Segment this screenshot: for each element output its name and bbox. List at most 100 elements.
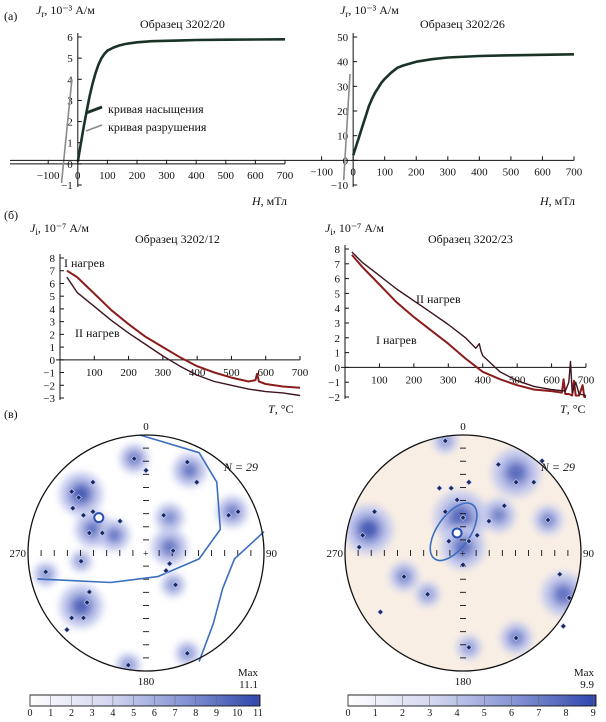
y-axis-label: Jr, 10⁻³ А/м xyxy=(36,3,95,19)
data-point xyxy=(530,478,538,486)
x-tick-label: 600 xyxy=(534,166,551,178)
x-tick-label: 600 xyxy=(247,170,264,182)
sample-count-label: N = 29 xyxy=(540,460,575,474)
data-point xyxy=(69,504,77,512)
label-north: 0 xyxy=(143,421,149,433)
label-west: 270 xyxy=(10,548,27,560)
y-tick-label: 1 xyxy=(335,348,341,360)
data-point xyxy=(77,558,85,565)
data-point xyxy=(560,622,567,630)
x-tick-label: 400 xyxy=(189,367,206,379)
x-tick-label: 400 xyxy=(188,170,205,182)
y-tick-label: 2 xyxy=(50,329,56,341)
y-tick-label: 2 xyxy=(335,333,341,345)
data-point xyxy=(169,547,177,554)
colorbar-tick-label: 3 xyxy=(427,708,432,719)
data-point xyxy=(442,508,449,515)
mean-direction-marker xyxy=(451,527,463,539)
y-tick-label: 5 xyxy=(335,288,341,300)
panel-label-c: (в) xyxy=(4,407,18,421)
data-point xyxy=(400,573,408,580)
density-core xyxy=(107,528,121,542)
data-point xyxy=(184,650,191,657)
series-line-heat-1 xyxy=(351,254,586,398)
data-point xyxy=(68,488,75,495)
chart-title: Образец 3202/23 xyxy=(428,232,513,246)
data-point xyxy=(42,568,49,576)
annotation-label: I нагрев xyxy=(64,256,105,270)
data-point xyxy=(116,517,124,525)
label-east: 90 xyxy=(266,548,278,560)
chart-title: Образец 3202/20 xyxy=(140,17,225,31)
max-value: 9.9 xyxy=(580,679,594,691)
y-tick-label: 0 xyxy=(50,355,56,367)
annotation-label: I нагрев xyxy=(376,333,417,347)
data-point xyxy=(162,567,170,574)
y-tick-label: 4 xyxy=(335,303,341,315)
legend-swatch-saturation xyxy=(85,105,103,115)
x-tick-label: 100 xyxy=(86,367,103,379)
data-point xyxy=(83,599,91,606)
label-north: 0 xyxy=(460,421,466,433)
data-point xyxy=(565,594,573,602)
x-tick-label: 200 xyxy=(120,367,137,379)
density-contours xyxy=(33,443,249,671)
max-label: Max xyxy=(238,667,259,679)
x-tick-label: 700 xyxy=(292,367,309,379)
colorbar-tick-label: 4 xyxy=(455,708,460,719)
colorbar-tick-label: 9 xyxy=(214,708,219,719)
data-point xyxy=(225,511,232,519)
y-tick-label: −10 xyxy=(331,180,349,192)
colorbar-tick-label: 5 xyxy=(131,708,136,719)
data-point xyxy=(447,484,455,492)
y-tick-label: 6 xyxy=(335,274,341,286)
colorbar xyxy=(347,694,597,707)
x-tick-label: 700 xyxy=(566,166,583,178)
data-point xyxy=(125,661,132,669)
density-core xyxy=(162,539,178,555)
y-axis-label: Ji, 10⁻⁷ А/м xyxy=(30,221,89,237)
data-point xyxy=(436,484,443,492)
y-tick-label: 6 xyxy=(67,32,73,44)
chart-title: Образец 3202/12 xyxy=(135,232,220,246)
chart-title: Образец 3202/26 xyxy=(420,17,505,31)
y-tick-label: 4 xyxy=(67,74,73,86)
x-tick-label: 500 xyxy=(218,170,235,182)
y-tick-label: 50 xyxy=(337,32,349,44)
annotation-label: II нагрев xyxy=(75,326,120,340)
data-point xyxy=(68,614,75,622)
max-label: Max xyxy=(574,667,595,679)
x-tick-label: 300 xyxy=(155,367,172,379)
annotation-label: II нагрев xyxy=(416,292,461,306)
y-tick-label: −2 xyxy=(328,392,340,404)
data-point xyxy=(465,537,473,545)
series-line-heat-2 xyxy=(351,251,587,397)
data-point xyxy=(99,529,106,537)
data-point xyxy=(465,644,473,651)
max-value: 11.1 xyxy=(239,679,258,691)
series-line-heat-2 xyxy=(66,276,301,397)
data-point xyxy=(459,514,467,521)
y-tick-label: 10 xyxy=(337,131,349,143)
center-cross: + xyxy=(460,549,466,560)
colorbar-tick-label: 10 xyxy=(232,708,242,719)
x-tick-label: 300 xyxy=(158,170,175,182)
data-point xyxy=(512,634,520,642)
y-tick-label: −3 xyxy=(43,393,55,405)
label-south: 180 xyxy=(138,676,155,688)
legend-label-saturation: кривая насыщения xyxy=(108,102,204,116)
y-tick-label: −1 xyxy=(61,180,73,192)
y-tick-label: 30 xyxy=(337,81,349,93)
data-point xyxy=(544,516,552,524)
colorbar-tick-label: 8 xyxy=(193,708,198,719)
y-tick-label: 2 xyxy=(67,117,73,129)
legend-swatch-destruction xyxy=(85,124,103,132)
colorbar-tick-label: 5 xyxy=(482,708,487,719)
y-tick-label: 20 xyxy=(337,106,349,118)
colorbar-tick-label: 2 xyxy=(69,708,74,719)
colorbar xyxy=(29,694,261,707)
data-point xyxy=(442,437,449,445)
colorbar-tick-label: 9 xyxy=(591,708,596,719)
x-tick-label: 700 xyxy=(277,170,294,182)
